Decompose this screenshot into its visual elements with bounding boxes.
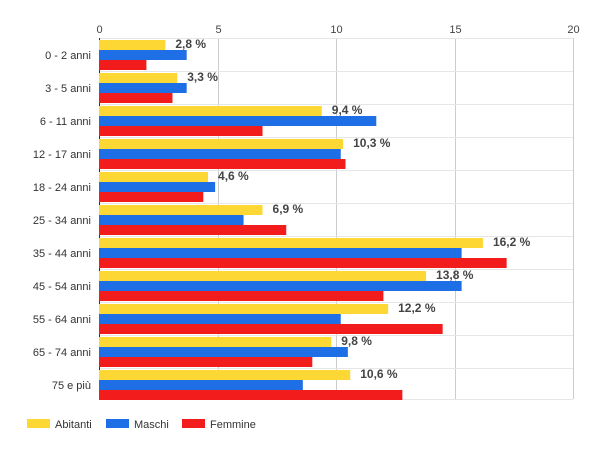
data-labels: 2,8 % 3,3 % 9,4 % 10,3 % 4,6 % 6,9 % 16,2 % 13,…: [175, 37, 530, 381]
legend-swatch-femmine: [182, 419, 205, 428]
bar-maschi-0-2-anni: [99, 50, 187, 60]
bar-femmine-12-17-anni: [99, 159, 346, 169]
bar-maschi-3-5-anni: [99, 83, 187, 93]
bar-abitanti-55-64-anni: [99, 304, 389, 314]
bar-maschi-18-24-anni: [99, 182, 216, 192]
data-label: 9,8 %: [341, 334, 372, 348]
category-label: 75 e più: [52, 380, 91, 392]
data-label: 10,3 %: [353, 136, 391, 150]
bar-femmine-75-e-pi: [99, 390, 403, 400]
bar-femmine-35-44-anni: [99, 258, 507, 268]
bar-maschi-35-44-anni: [99, 248, 462, 258]
x-axis-ticks: 0 5 10 15 20: [96, 24, 579, 36]
category-label: 45 - 54 anni: [33, 281, 91, 293]
bar-femmine-25-34-anni: [99, 225, 287, 235]
x-tick-label: 5: [215, 24, 221, 36]
category-label: 12 - 17 anni: [33, 149, 91, 161]
x-tick-label: 0: [96, 24, 102, 36]
y-axis-categories: 0 - 2 anni 3 - 5 anni 6 - 11 anni 12 - 17 a…: [33, 50, 91, 392]
bar-maschi-6-11-anni: [99, 116, 377, 126]
bar-abitanti-3-5-anni: [99, 73, 178, 83]
bar-femmine-3-5-anni: [99, 93, 173, 103]
bar-maschi-75-e-pi: [99, 380, 303, 390]
bar-femmine-65-74-anni: [99, 357, 313, 367]
data-label: 3,3 %: [187, 70, 218, 84]
data-label: 6,9 %: [273, 202, 304, 216]
legend-swatch-maschi: [106, 419, 129, 428]
bar-maschi-25-34-anni: [99, 215, 244, 225]
category-label: 0 - 2 anni: [45, 50, 91, 62]
legend-label-maschi: Maschi: [134, 419, 169, 431]
category-label: 55 - 64 anni: [33, 314, 91, 326]
category-label: 18 - 24 anni: [33, 182, 91, 194]
bar-maschi-12-17-anni: [99, 149, 341, 159]
x-tick-label: 15: [449, 24, 461, 36]
bar-abitanti-65-74-anni: [99, 337, 332, 347]
bar-femmine-6-11-anni: [99, 126, 263, 136]
legend: Abitanti Maschi Femmine: [27, 419, 256, 431]
bar-abitanti-0-2-anni: [99, 40, 166, 50]
bar-abitanti-12-17-anni: [99, 139, 344, 149]
bar-abitanti-45-54-anni: [99, 271, 427, 281]
bar-maschi-65-74-anni: [99, 347, 348, 357]
bar-femmine-18-24-anni: [99, 192, 204, 202]
data-label: 9,4 %: [332, 103, 363, 117]
category-label: 6 - 11 anni: [40, 116, 91, 128]
category-label: 25 - 34 anni: [33, 215, 91, 227]
bar-abitanti-25-34-anni: [99, 205, 263, 215]
bar-maschi-55-64-anni: [99, 314, 341, 324]
bar-femmine-55-64-anni: [99, 324, 443, 334]
data-label: 4,6 %: [218, 169, 249, 183]
data-label: 13,8 %: [436, 268, 474, 282]
bar-maschi-45-54-anni: [99, 281, 462, 291]
bars: [99, 40, 507, 400]
x-tick-label: 10: [330, 24, 342, 36]
x-tick-label: 20: [567, 24, 579, 36]
data-label: 12,2 %: [398, 301, 436, 315]
legend-label-femmine: Femmine: [210, 419, 256, 431]
data-label: 16,2 %: [493, 235, 531, 249]
category-label: 65 - 74 anni: [33, 347, 91, 359]
data-label: 2,8 %: [175, 37, 206, 51]
bar-femmine-0-2-anni: [99, 60, 147, 70]
bar-abitanti-18-24-anni: [99, 172, 209, 182]
category-label: 3 - 5 anni: [45, 83, 91, 95]
bar-abitanti-6-11-anni: [99, 106, 322, 116]
legend-swatch-abitanti: [27, 419, 50, 428]
bar-femmine-45-54-anni: [99, 291, 384, 301]
bar-abitanti-35-44-anni: [99, 238, 483, 248]
bar-abitanti-75-e-pi: [99, 370, 351, 380]
legend-label-abitanti: Abitanti: [55, 419, 92, 431]
data-label: 10,6 %: [360, 367, 398, 381]
category-label: 35 - 44 anni: [33, 248, 91, 260]
